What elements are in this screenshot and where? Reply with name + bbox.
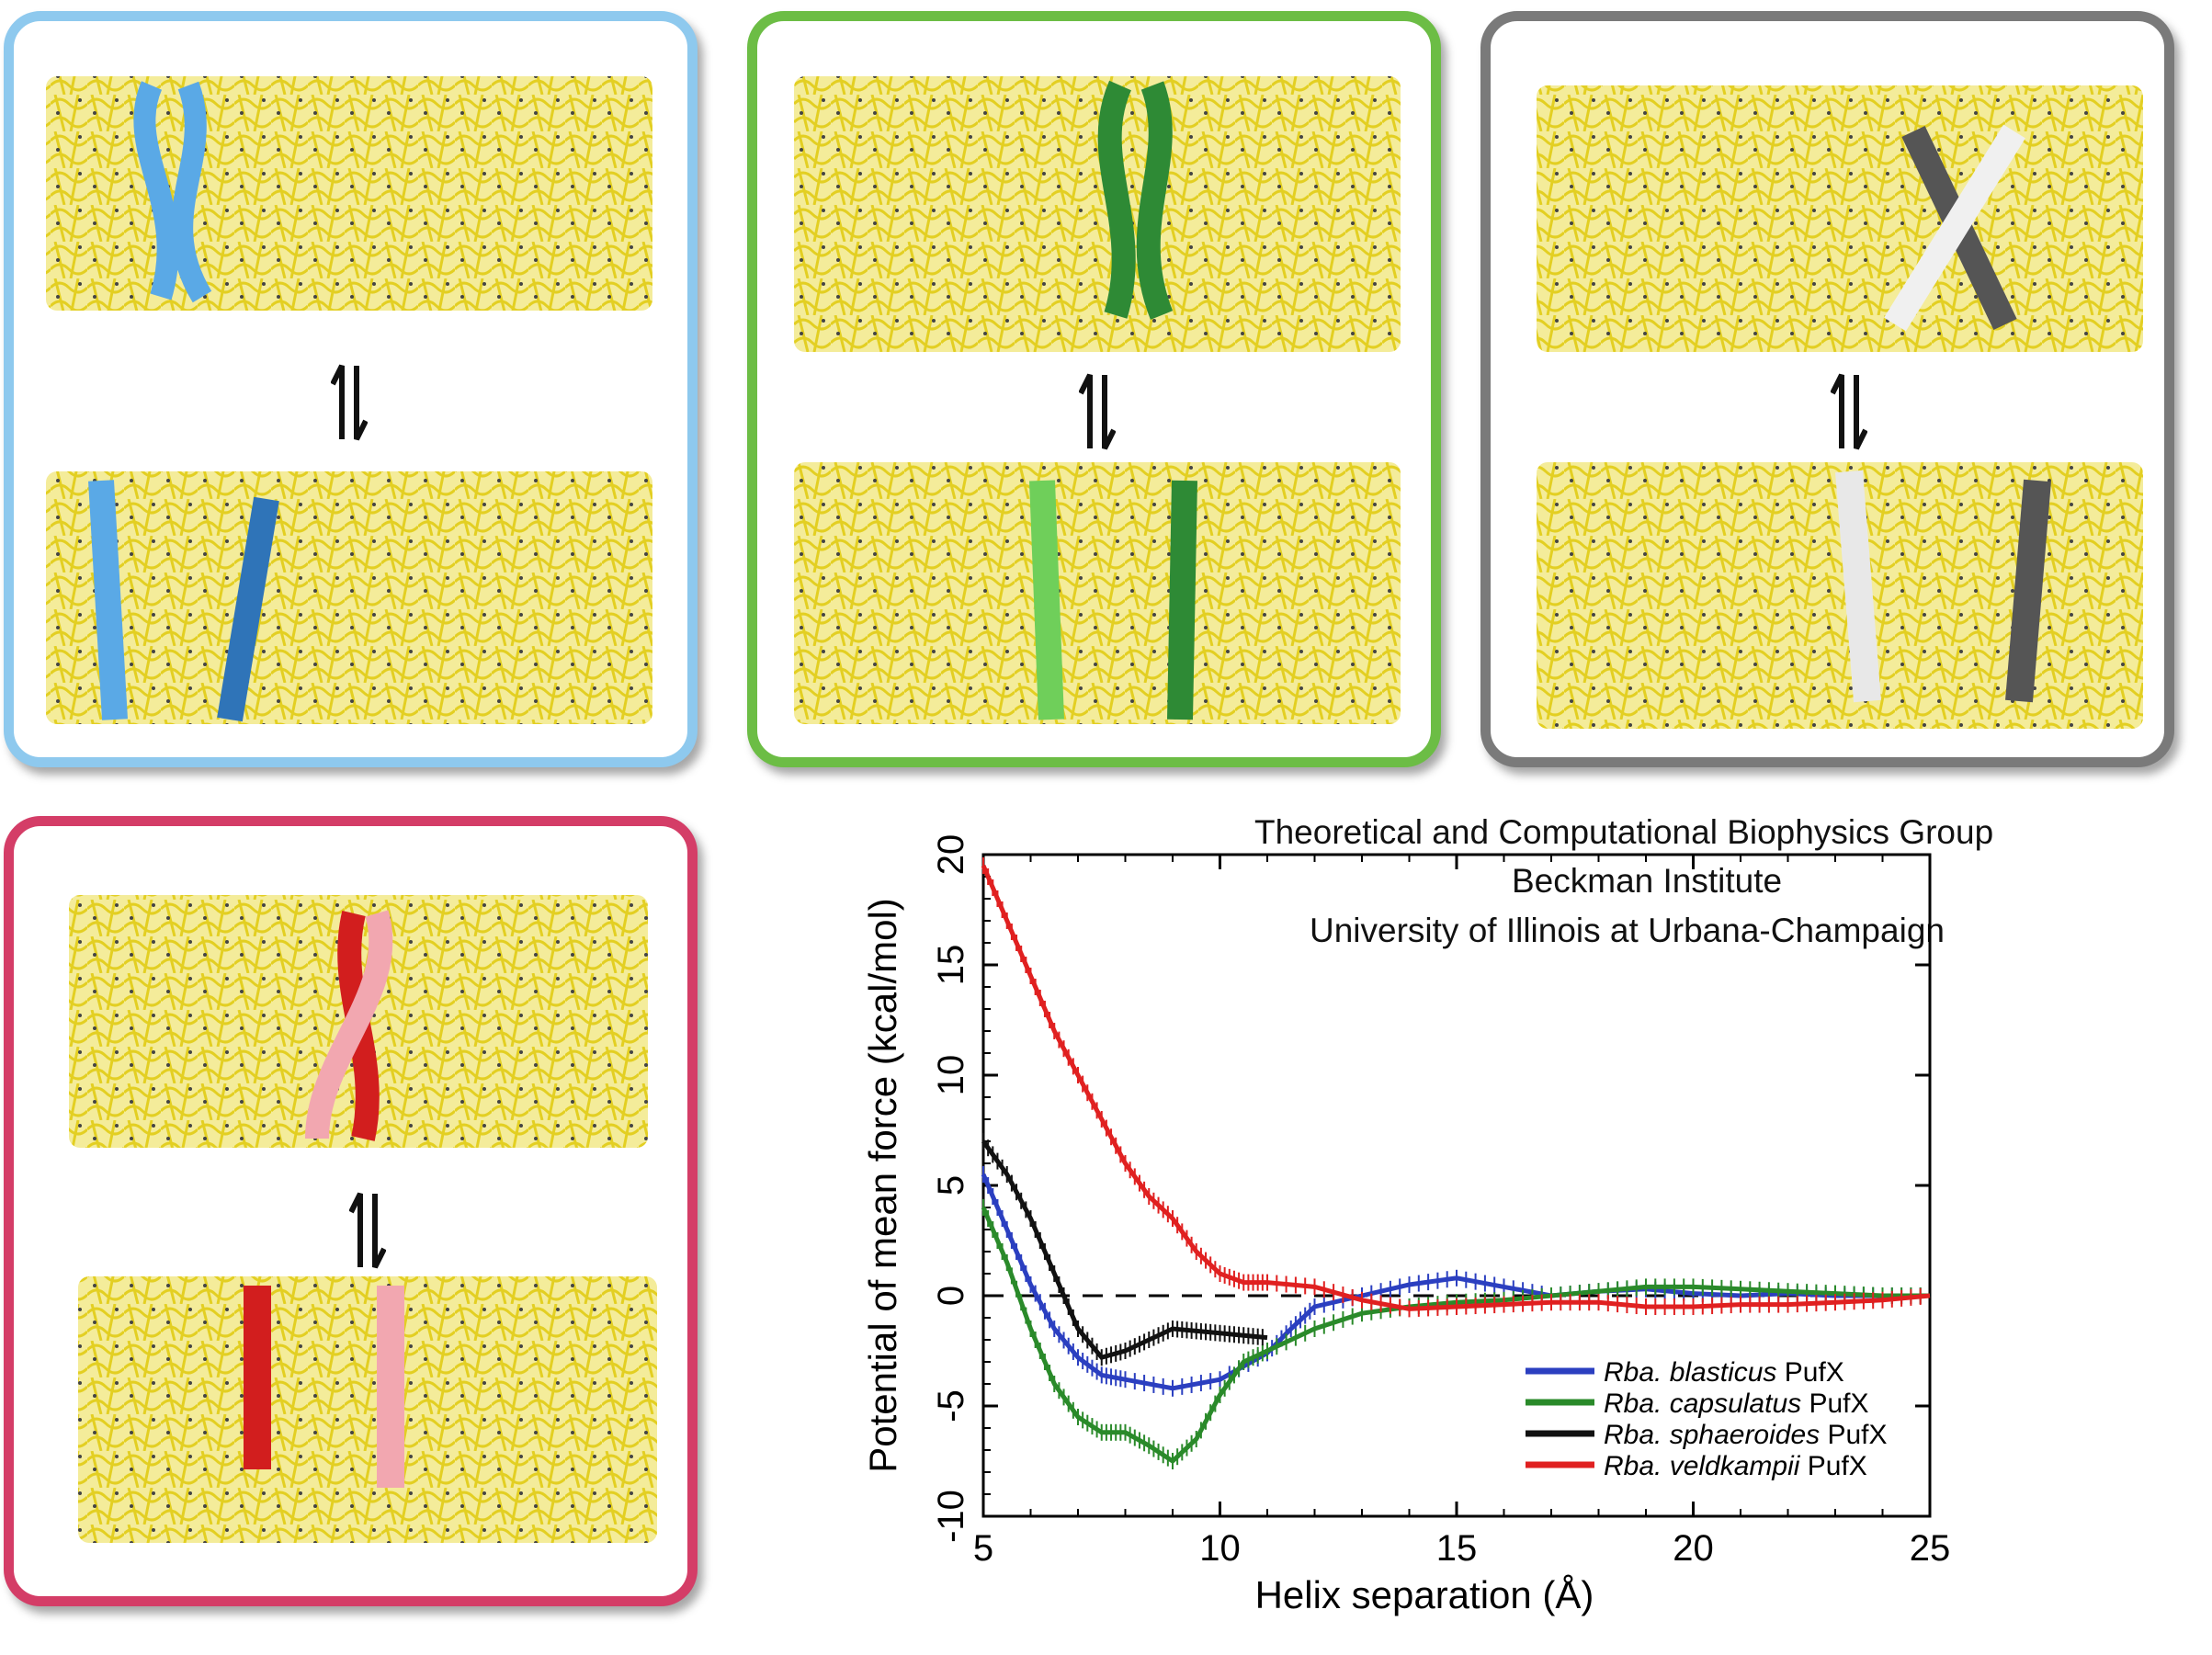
membrane-snapshots-green bbox=[794, 76, 1401, 724]
series-rba-veldkampii bbox=[981, 857, 1931, 1318]
series-line bbox=[981, 1139, 1268, 1361]
series-line bbox=[981, 865, 1931, 1311]
legend-entry: Rba. blasticus PufX bbox=[1604, 1357, 1844, 1388]
helix-separated-a bbox=[1835, 470, 1881, 703]
credit-line-2: Beckman Institute bbox=[1512, 862, 1783, 900]
simulation-panel-gray bbox=[1480, 11, 2174, 767]
helix-separated-b bbox=[2005, 479, 2051, 703]
legend-entry: Rba. capsulatus PufX bbox=[1604, 1389, 1869, 1419]
membrane-snapshots-blue bbox=[46, 76, 652, 724]
helix-bound-b bbox=[305, 910, 393, 1139]
membrane-snapshots-gray bbox=[1537, 85, 2143, 729]
y-tick-label: -10 bbox=[931, 1490, 971, 1543]
helix-separated-a bbox=[1029, 480, 1064, 720]
equilibrium-arrows-icon bbox=[349, 1192, 386, 1269]
y-tick-label: 10 bbox=[931, 1055, 971, 1096]
x-axis-label: Helix separation (Å) bbox=[1255, 1573, 1594, 1616]
y-tick-label: -5 bbox=[931, 1389, 971, 1423]
equilibrium-arrows-icon bbox=[1831, 373, 1867, 450]
y-tick-label: 5 bbox=[931, 1175, 971, 1196]
y-tick-label: 20 bbox=[931, 834, 971, 876]
x-tick-label: 10 bbox=[1199, 1528, 1241, 1569]
helix-pair-bound bbox=[1097, 80, 1174, 320]
y-tick-label: 15 bbox=[931, 945, 971, 986]
x-tick-label: 5 bbox=[973, 1528, 993, 1569]
simulation-panel-green bbox=[747, 11, 1441, 767]
helix-pair-bound bbox=[133, 81, 212, 303]
series-rba-capsulatus bbox=[981, 1199, 1930, 1469]
membrane-snapshots-red bbox=[69, 895, 657, 1543]
legend-entry: Rba. veldkampii PufX bbox=[1604, 1451, 1867, 1481]
x-tick-label: 25 bbox=[1910, 1528, 1951, 1569]
x-tick-label: 15 bbox=[1436, 1528, 1478, 1569]
membrane-slab-top bbox=[794, 76, 1401, 352]
y-axis-label: Potential of mean force (kcal/mol) bbox=[861, 898, 904, 1473]
credit-line-3: University of Illinois at Urbana-Champai… bbox=[1310, 912, 1945, 949]
y-tick-label: 0 bbox=[931, 1286, 971, 1306]
membrane-slab-bottom bbox=[794, 462, 1401, 724]
membrane-slab-bottom bbox=[78, 1276, 657, 1543]
equilibrium-arrows-icon bbox=[331, 364, 368, 441]
series-rba-sphaeroides bbox=[981, 1133, 1268, 1366]
helix-separated-b bbox=[217, 496, 279, 722]
equilibrium-arrows-icon bbox=[1079, 373, 1116, 450]
credit-line-1: Theoretical and Computational Biophysics… bbox=[1254, 813, 1994, 851]
x-tick-label: 20 bbox=[1673, 1528, 1714, 1569]
simulation-panel-blue bbox=[4, 11, 698, 767]
membrane-slab-bottom bbox=[1537, 462, 2143, 729]
helix-bound-b bbox=[1884, 124, 2025, 332]
helix-separated-a bbox=[88, 480, 128, 720]
simulation-panel-red bbox=[4, 816, 698, 1606]
legend-entry: Rba. sphaeroides PufX bbox=[1604, 1420, 1888, 1450]
membrane-slab-bottom bbox=[46, 471, 652, 724]
helix-separated-b bbox=[1167, 480, 1197, 720]
